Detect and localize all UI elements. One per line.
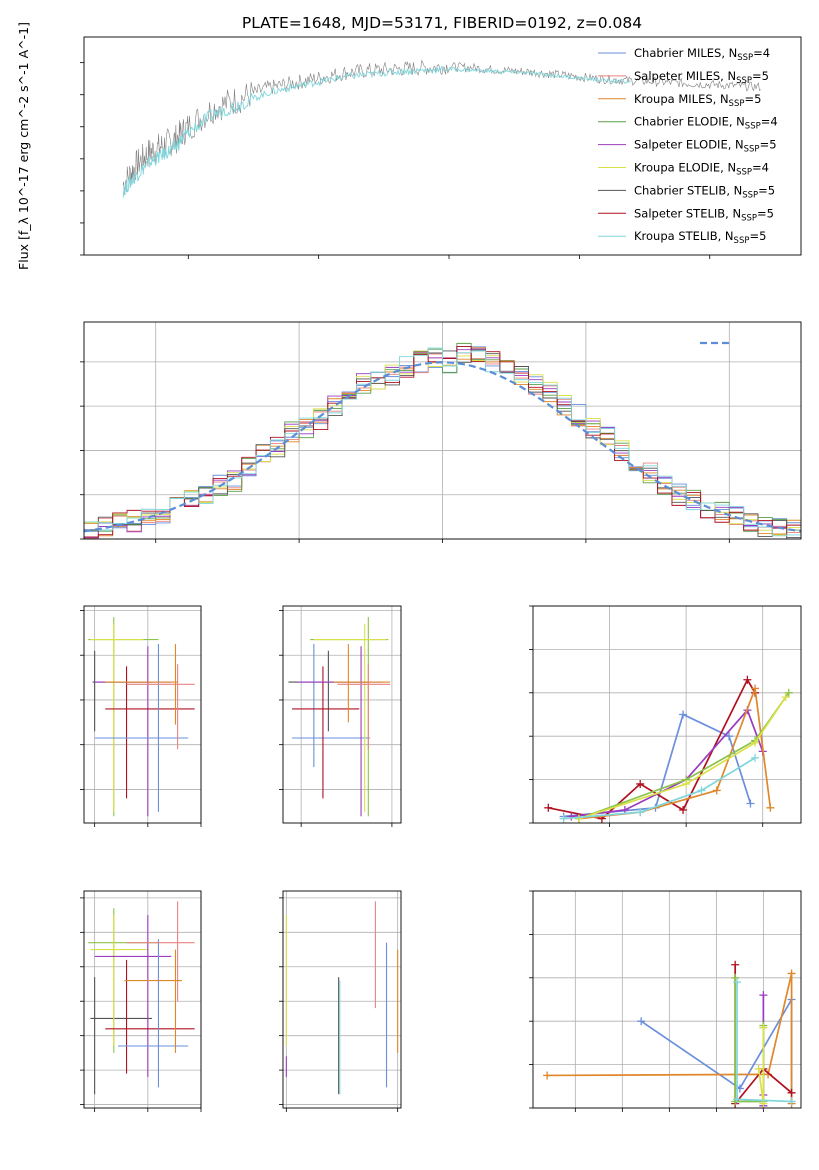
weight-point-marker xyxy=(697,786,706,795)
weight-point-marker xyxy=(746,799,755,808)
weight-point-marker xyxy=(679,805,688,814)
weight-point-marker xyxy=(751,753,760,762)
legend-label-sub: SSP xyxy=(736,76,752,86)
axes-frame xyxy=(532,605,802,824)
weight-point-marker xyxy=(725,732,734,741)
legend-label-count: =4 xyxy=(761,115,778,129)
legend-label: Kroupa STELIB, NSSP=5 xyxy=(634,229,766,246)
legend-label: Chabrier ELODIE, NSSP=4 xyxy=(634,115,778,132)
age-vs-metallicity-panel xyxy=(80,605,202,827)
legend-label-count: =4 xyxy=(752,161,769,175)
legend-label-main: Kroupa MILES, N xyxy=(634,92,729,106)
legend-label-sub: SSP xyxy=(741,213,757,223)
axes-frame xyxy=(83,890,202,1109)
legend-label-count: =5 xyxy=(744,92,761,106)
legend-label-main: Kroupa ELODIE, N xyxy=(634,161,736,175)
weight-point-marker xyxy=(636,779,645,788)
weight-point-marker xyxy=(781,693,790,702)
legend-label-count: =5 xyxy=(760,138,777,152)
weight-point-marker xyxy=(636,808,645,817)
legend-label-sub: SSP xyxy=(745,122,761,132)
legend-label-main: Salpeter STELIB, N xyxy=(634,206,741,220)
legend-label: Chabrier MILES, NSSP=4 xyxy=(634,46,770,63)
legend-label: Chabrier STELIB, NSSP=5 xyxy=(634,183,775,200)
legend-label-count: =5 xyxy=(757,206,774,220)
mass-vs-metallicity-panel xyxy=(80,890,202,1112)
legend-label-main: Chabrier ELODIE, N xyxy=(634,115,745,129)
weight-point-marker xyxy=(731,960,740,969)
model-spectrum-line xyxy=(122,65,631,198)
legend-label-main: Chabrier MILES, N xyxy=(634,46,737,60)
weight-point-marker xyxy=(759,991,768,1000)
legend-label-main: Salpeter MILES, N xyxy=(634,69,736,83)
legend-label-sub: SSP xyxy=(729,99,745,109)
axes-frame xyxy=(83,605,202,824)
weight-point-marker xyxy=(567,812,576,821)
legend-label: Salpeter ELODIE, NSSP=5 xyxy=(634,138,777,155)
mass-vs-extinction-panel xyxy=(279,890,402,1112)
weight-series-line xyxy=(734,977,765,1103)
weight-vs-metallicity-panel xyxy=(529,890,802,1112)
weight-point-marker xyxy=(766,803,775,812)
axes-frame xyxy=(83,36,802,256)
weight-point-marker xyxy=(679,710,688,719)
legend-label-count: =5 xyxy=(749,229,766,243)
observed-spectrum-line xyxy=(122,59,761,195)
spectrum-panel: Flux [f_λ 10^-17 erg cm^-2 s^-1 A^-1] Cha… xyxy=(16,22,802,270)
weight-point-marker xyxy=(751,738,760,747)
legend-label-sub: SSP xyxy=(736,168,752,178)
weight-series-line xyxy=(736,982,792,1103)
legend-label: Kroupa ELODIE, NSSP=4 xyxy=(634,161,769,178)
legend-label-count: =4 xyxy=(753,46,770,60)
weight-point-marker xyxy=(754,1064,763,1073)
legend-label-sub: SSP xyxy=(734,236,750,246)
legend-label-main: Salpeter ELODIE, N xyxy=(634,138,744,152)
legend-label: Salpeter STELIB, NSSP=5 xyxy=(634,206,774,223)
age-vs-mass-panel xyxy=(279,605,402,827)
legend-label-count: =5 xyxy=(758,183,775,197)
legend-label-count: =5 xyxy=(752,69,769,83)
axes-frame xyxy=(83,321,802,540)
weight-series-line xyxy=(563,757,756,820)
weight-point-marker xyxy=(784,688,793,697)
axes-frame xyxy=(532,890,802,1109)
figure-title: PLATE=1648, MJD=53171, FIBERID=0192, z=0… xyxy=(242,14,642,32)
y-axis-label: Flux [f_λ 10^-17 erg cm^-2 s^-1 A^-1] xyxy=(16,22,31,270)
weight-point-marker xyxy=(733,1095,742,1104)
gaussian-reference-curve xyxy=(84,361,801,533)
weight-series-line xyxy=(578,696,787,820)
legend-label-main: Kroupa STELIB, N xyxy=(634,229,734,243)
legend-label-sub: SSP xyxy=(744,145,760,155)
weight-series-line xyxy=(757,1027,765,1104)
weight-point-marker xyxy=(733,978,742,987)
weight-point-marker xyxy=(544,803,553,812)
weight-point-marker xyxy=(712,786,721,795)
axes-frame xyxy=(282,605,402,824)
weight-point-marker xyxy=(559,814,568,823)
legend-label: Salpeter MILES, NSSP=5 xyxy=(634,69,769,86)
residual-histogram-panel xyxy=(80,321,802,543)
weight-point-marker xyxy=(743,675,752,684)
histogram-step-line xyxy=(84,347,801,537)
weight-point-marker xyxy=(751,684,760,693)
weight-point-marker xyxy=(574,814,583,823)
weight-point-marker xyxy=(682,779,691,788)
legend-label-sub: SSP xyxy=(737,53,753,63)
weight-point-marker xyxy=(787,1097,796,1106)
weight-point-marker xyxy=(543,1071,552,1080)
weight-vs-age-panel xyxy=(529,605,802,827)
legend-label-sub: SSP xyxy=(742,190,758,200)
legend-label: Kroupa MILES, NSSP=5 xyxy=(634,92,761,109)
weight-point-marker xyxy=(787,969,796,978)
legend-label-main: Chabrier STELIB, N xyxy=(634,183,742,197)
weight-point-marker xyxy=(787,1088,796,1097)
weight-point-marker xyxy=(637,1017,646,1026)
weight-series-line xyxy=(548,677,756,820)
weight-series-line xyxy=(547,973,793,1104)
weight-point-marker xyxy=(759,1023,768,1032)
axes-frame xyxy=(282,890,402,1109)
weight-point-marker xyxy=(731,973,740,982)
